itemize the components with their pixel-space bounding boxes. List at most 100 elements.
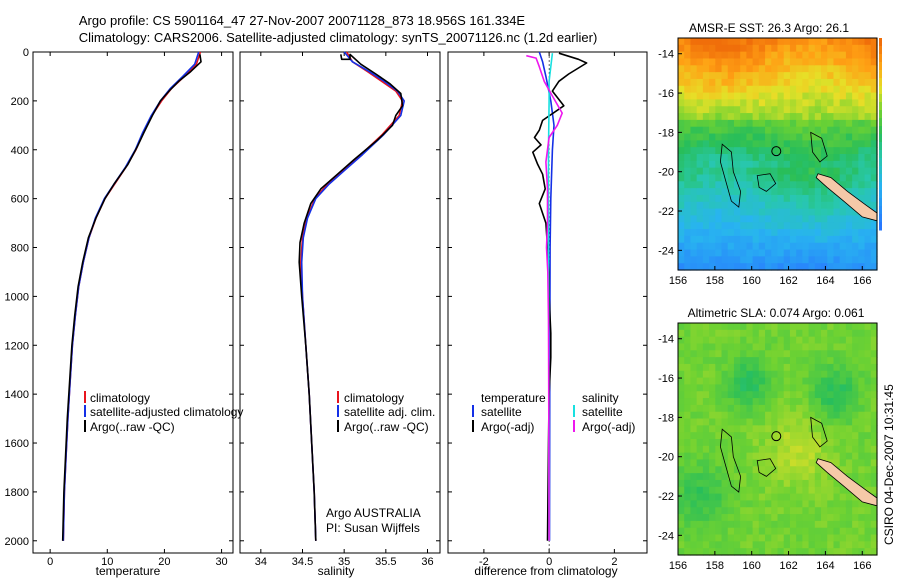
map-cell xyxy=(765,242,772,251)
map-cell xyxy=(727,140,735,148)
map-cell xyxy=(765,527,772,536)
map-cell xyxy=(702,113,710,121)
map-cell xyxy=(709,411,716,420)
map-cell xyxy=(740,350,748,358)
map-cell xyxy=(715,51,723,60)
map-cell xyxy=(690,336,698,345)
map-cell xyxy=(746,473,754,481)
map-cell xyxy=(690,541,698,549)
map-cell xyxy=(752,514,760,522)
map-cell xyxy=(845,229,853,237)
map-cell xyxy=(758,229,766,237)
map-cell xyxy=(684,106,692,114)
map-cell xyxy=(684,194,692,203)
map-cell xyxy=(802,425,810,433)
map-cell xyxy=(684,323,692,331)
map-cell xyxy=(733,208,741,217)
map-cell xyxy=(727,336,735,345)
map-cell xyxy=(839,85,847,94)
map-cell xyxy=(702,357,710,365)
map-cell xyxy=(814,72,822,80)
map-cell xyxy=(796,357,803,365)
map-cell xyxy=(709,44,716,53)
map-cell xyxy=(796,514,803,522)
map-cell xyxy=(796,534,803,542)
map-cell xyxy=(783,466,791,474)
map-cell xyxy=(702,58,710,66)
map-cell xyxy=(752,398,760,406)
map-cell xyxy=(864,181,872,189)
map-cell xyxy=(796,323,803,331)
map-cell xyxy=(783,404,791,413)
map-cell xyxy=(684,92,692,101)
map-cell xyxy=(771,445,779,454)
map-cell xyxy=(696,44,704,53)
map-cell xyxy=(740,119,748,128)
map-cell xyxy=(678,99,685,107)
map-cell xyxy=(727,208,735,217)
map-cell xyxy=(864,106,872,114)
map-cell xyxy=(733,534,741,542)
map-cell xyxy=(864,126,872,135)
map-cell xyxy=(783,160,791,169)
map-cell xyxy=(696,459,704,467)
map-cell xyxy=(845,140,853,148)
y-tick-label: -16 xyxy=(658,88,674,100)
map-cell xyxy=(727,377,735,386)
map-cell xyxy=(709,507,716,515)
map-cell xyxy=(696,466,704,474)
map-cell xyxy=(684,459,692,467)
map-cell xyxy=(758,188,766,196)
map-cell xyxy=(833,493,841,502)
map-cell xyxy=(696,92,704,101)
map-cell xyxy=(777,323,785,331)
map-cell xyxy=(690,363,698,372)
map-cell xyxy=(870,520,878,529)
map-cell xyxy=(789,425,797,433)
map-cell xyxy=(852,78,859,87)
map-cell xyxy=(746,106,754,114)
map-cell xyxy=(758,391,766,399)
map-cell xyxy=(852,249,859,257)
map-cell xyxy=(771,51,779,60)
map-cell xyxy=(833,329,841,338)
colorbar-segment xyxy=(879,158,882,167)
map-cell xyxy=(771,99,779,107)
map-cell xyxy=(678,370,685,379)
map-cell xyxy=(821,133,828,141)
map-cell xyxy=(858,160,866,169)
map-cell xyxy=(684,398,692,406)
map-cell xyxy=(814,411,822,420)
map-cell xyxy=(715,548,723,556)
map-cell xyxy=(808,363,816,372)
map-cell xyxy=(852,534,859,542)
map-cell xyxy=(789,133,797,141)
map-cell xyxy=(690,242,698,251)
map-cell xyxy=(852,425,859,433)
map-cell xyxy=(858,404,866,413)
map-cell xyxy=(746,363,754,372)
map-cell xyxy=(777,194,785,203)
map-cell xyxy=(678,51,685,60)
map-cell xyxy=(740,263,748,271)
map-cell xyxy=(827,201,835,210)
map-cell xyxy=(690,432,698,440)
map-cell xyxy=(858,229,866,237)
map-cell xyxy=(777,133,785,141)
x-tick-label: 36 xyxy=(421,556,433,568)
y-tick-label: -20 xyxy=(658,452,674,464)
map-cell xyxy=(839,418,847,426)
map-cell xyxy=(858,329,866,338)
map-cell xyxy=(802,263,810,271)
map-cell xyxy=(827,411,835,420)
map-cell xyxy=(678,520,685,529)
map-cell xyxy=(678,119,685,128)
map-cell xyxy=(852,541,859,549)
map-cell xyxy=(715,92,723,101)
map-cell xyxy=(678,329,685,338)
map-cell xyxy=(733,58,741,66)
map-cell xyxy=(696,350,704,358)
annotation-pi: PI: Susan Wijffels xyxy=(326,521,420,535)
map-cell xyxy=(727,44,735,53)
map-cell xyxy=(845,534,853,542)
